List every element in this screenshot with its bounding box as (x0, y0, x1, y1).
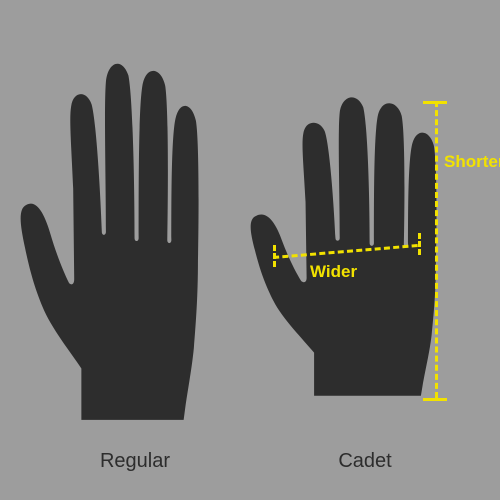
hand-regular-icon (20, 55, 245, 425)
hand-cadet-icon (250, 90, 485, 400)
measure-wider-cap-right (418, 233, 421, 255)
hand-cadet (250, 90, 485, 400)
measure-shorter-cap-bottom (423, 398, 447, 401)
caption-regular: Regular (35, 450, 235, 473)
measure-shorter-cap-top (423, 101, 447, 104)
hand-regular (20, 55, 245, 425)
measure-shorter-label: Shorter (444, 152, 500, 172)
measure-wider-label: Wider (310, 262, 357, 282)
measure-wider-cap-left (273, 245, 276, 267)
measure-shorter-line (435, 101, 438, 398)
caption-cadet: Cadet (265, 450, 465, 473)
